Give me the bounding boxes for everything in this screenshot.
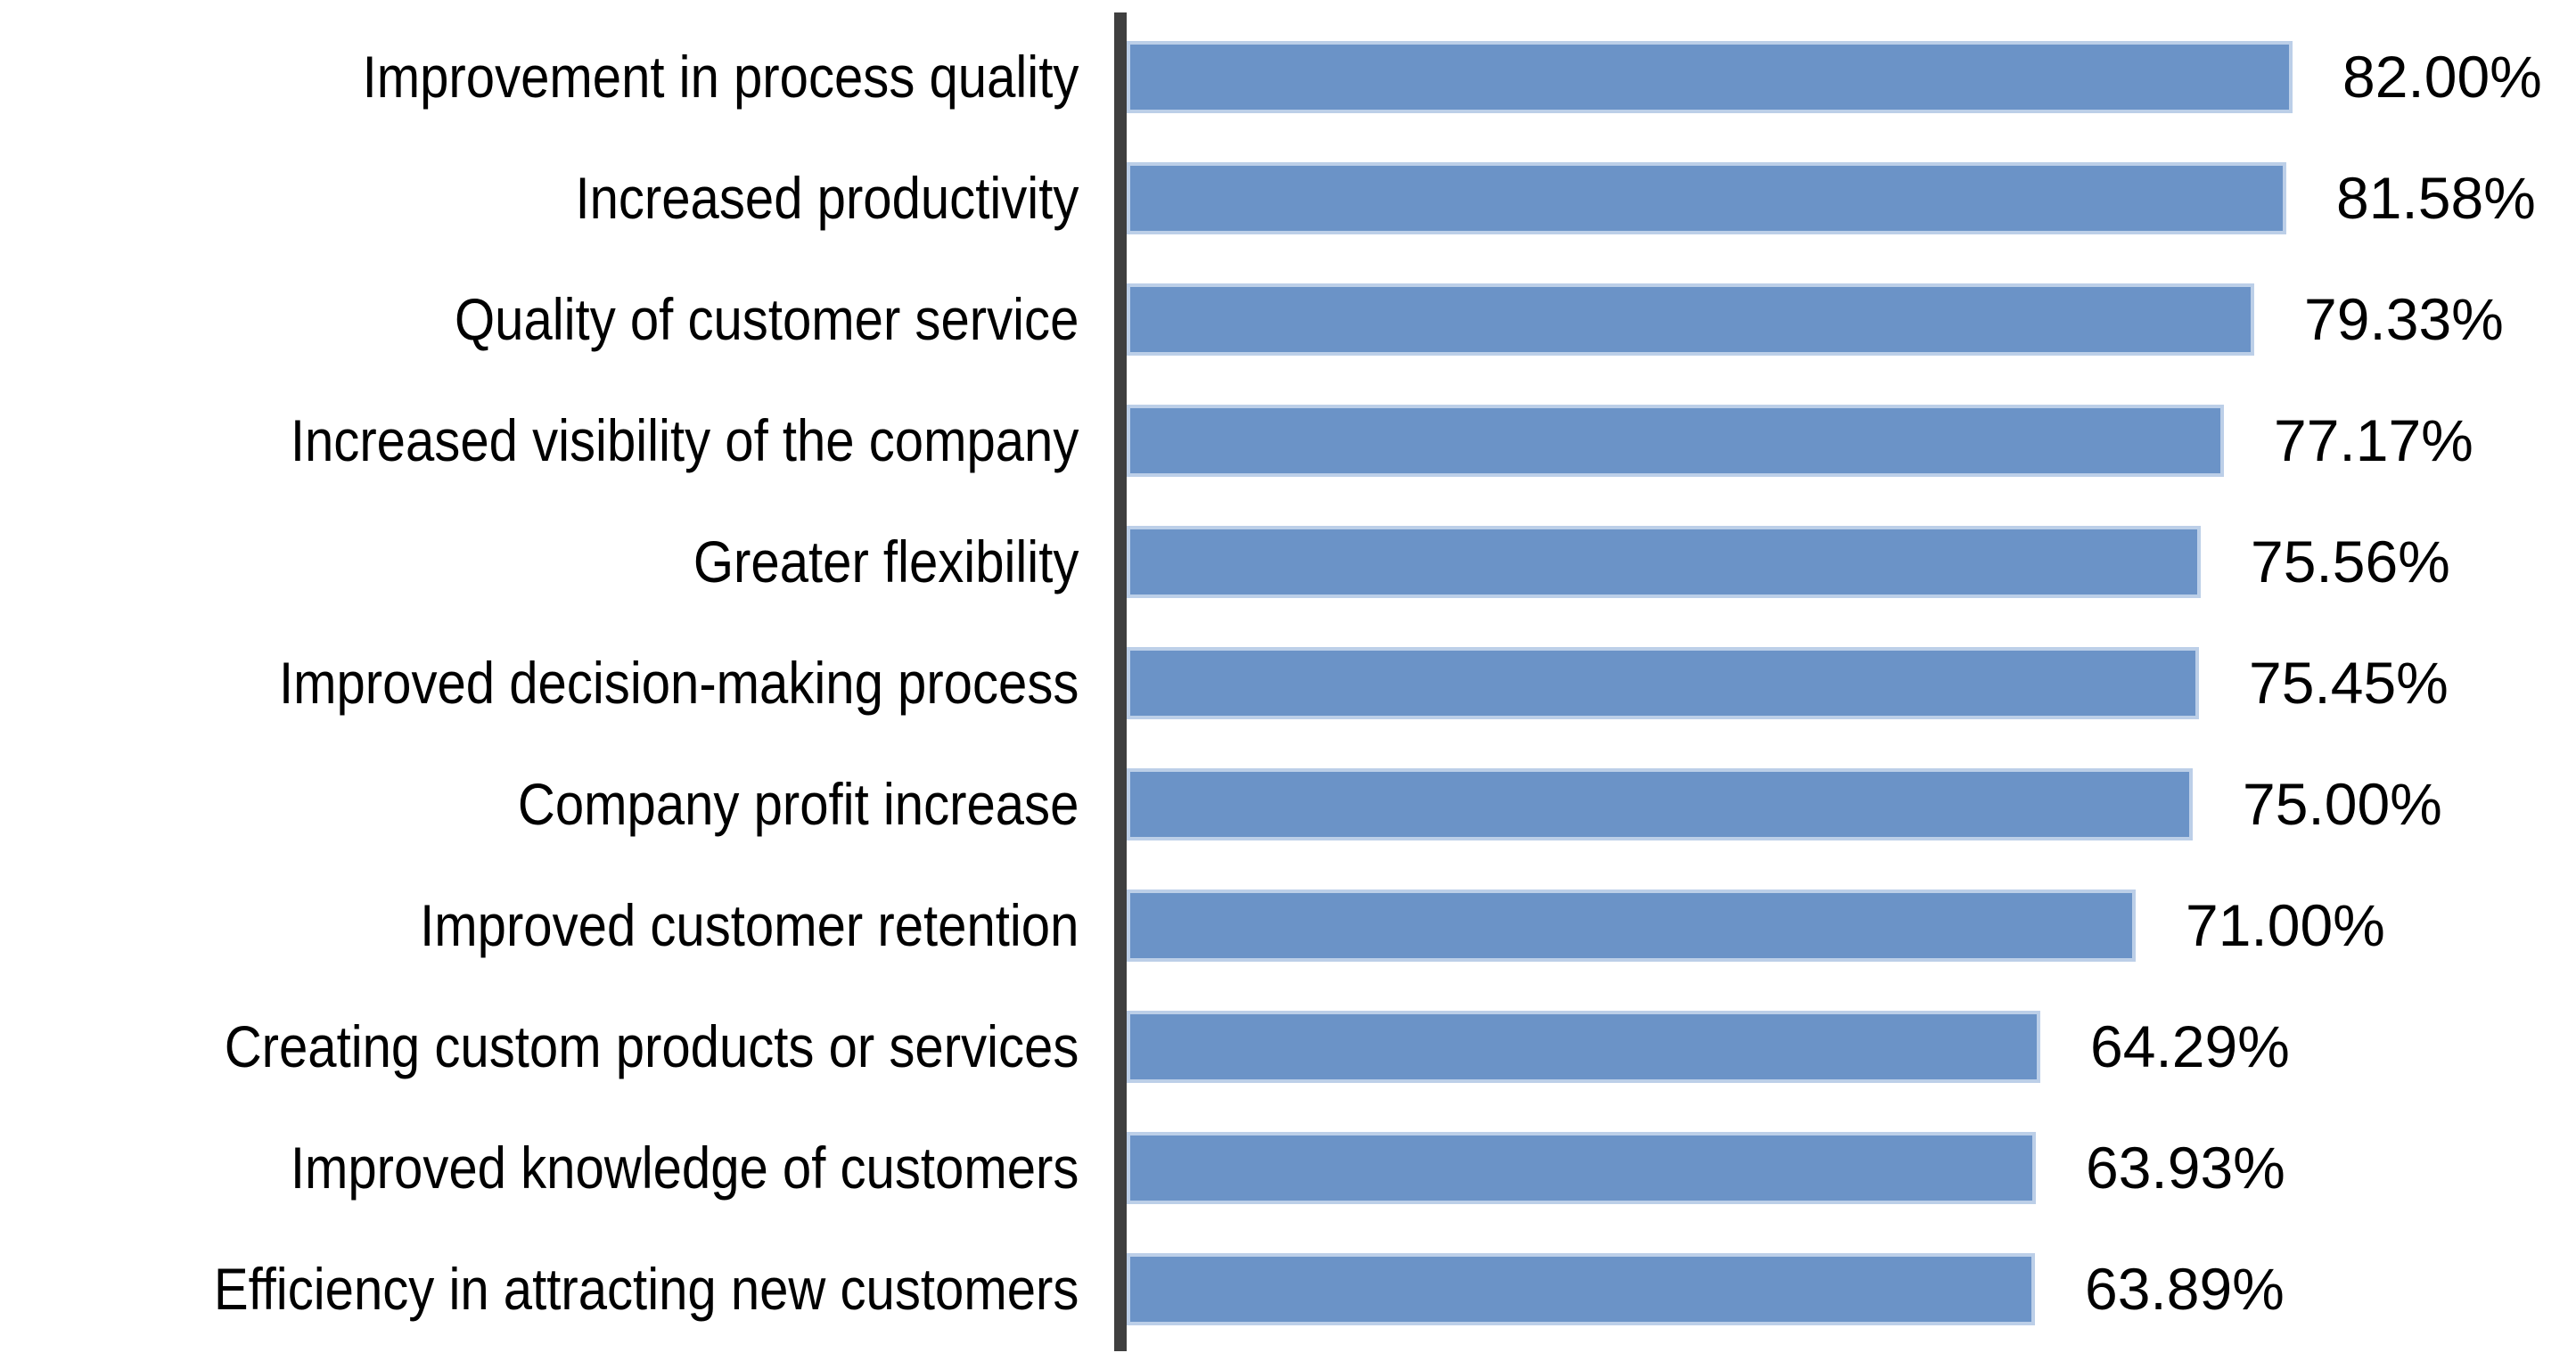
value-label: 82.00% [2342, 44, 2542, 110]
chart-row: Efficiency in attracting new customers 6… [0, 1228, 2576, 1349]
category-label: Improved knowledge of customers [290, 1135, 1079, 1201]
chart-row: Company profit increase 75.00% [0, 743, 2576, 865]
value-label: 63.93% [2086, 1135, 2285, 1201]
chart-row: Improved knowledge of customers 63.93% [0, 1107, 2576, 1228]
category-label: Quality of customer service [454, 286, 1079, 352]
category-label: Improvement in process quality [362, 44, 1079, 110]
bar [1127, 1131, 2036, 1204]
bar [1127, 404, 2224, 477]
bar [1127, 283, 2254, 356]
value-label: 79.33% [2304, 286, 2504, 352]
value-label: 71.00% [2186, 892, 2385, 958]
value-label: 75.45% [2249, 650, 2449, 716]
chart-row: Creating custom products or services 64.… [0, 986, 2576, 1107]
chart-row: Greater flexibility 75.56% [0, 501, 2576, 622]
value-label: 75.56% [2251, 529, 2450, 594]
bar [1127, 1252, 2035, 1325]
value-label: 77.17% [2274, 407, 2473, 473]
bar [1127, 767, 2193, 840]
value-label: 81.58% [2336, 165, 2536, 231]
bar [1127, 161, 2286, 234]
category-label: Increased visibility of the company [290, 407, 1079, 473]
category-axis-line [1114, 12, 1127, 1351]
bar [1127, 1010, 2040, 1083]
bar [1127, 646, 2199, 719]
chart-row: Increased visibility of the company 77.1… [0, 380, 2576, 501]
value-label: 63.89% [2085, 1256, 2285, 1322]
chart-row: Improved decision-making process 75.45% [0, 622, 2576, 743]
value-label: 64.29% [2090, 1013, 2290, 1079]
category-label: Increased productivity [575, 165, 1079, 231]
category-label: Company profit increase [517, 771, 1079, 837]
chart-row: Quality of customer service 79.33% [0, 258, 2576, 380]
category-label: Greater flexibility [693, 529, 1079, 594]
category-label: Improved decision-making process [278, 650, 1079, 716]
bar [1127, 889, 2136, 962]
bar [1127, 40, 2293, 113]
chart-row: Improvement in process quality 82.00% [0, 16, 2576, 137]
chart-row: Improved customer retention 71.00% [0, 865, 2576, 986]
category-label: Efficiency in attracting new customers [213, 1256, 1079, 1322]
chart-rows: Improvement in process quality 82.00% In… [0, 16, 2576, 1349]
bar [1127, 525, 2201, 598]
category-label: Improved customer retention [420, 892, 1079, 958]
value-label: 75.00% [2243, 771, 2442, 837]
category-label: Creating custom products or services [224, 1013, 1079, 1079]
chart-row: Increased productivity 81.58% [0, 137, 2576, 258]
